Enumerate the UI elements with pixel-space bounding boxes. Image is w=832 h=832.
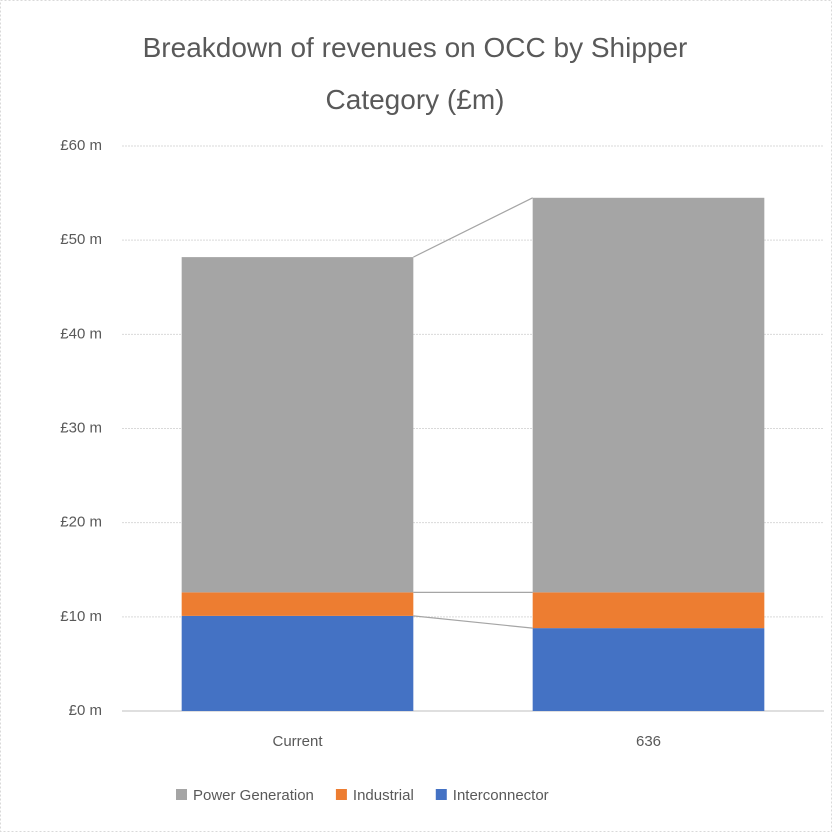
- y-tick-label: £60 m: [60, 137, 102, 154]
- chart-title: Breakdown of revenues on OCC by Shipper …: [142, 32, 688, 115]
- bar-segment: [181, 592, 414, 616]
- legend-swatch: [176, 789, 187, 800]
- legend-label: Power Generation: [193, 787, 314, 804]
- bar-segment: [181, 257, 414, 593]
- series-line: [413, 197, 533, 258]
- y-tick-label: £10 m: [60, 608, 102, 625]
- bar-segment: [181, 615, 414, 711]
- legend-label: Interconnector: [453, 787, 549, 804]
- bar-segment: [532, 197, 765, 593]
- y-tick-label: £0 m: [69, 702, 102, 719]
- bar-segment: [532, 592, 765, 629]
- x-tick-label: Current: [272, 733, 323, 750]
- legend-swatch: [435, 789, 447, 800]
- y-tick-label: £20 m: [60, 514, 102, 531]
- y-tick-label: £30 m: [60, 419, 102, 436]
- bar-segment: [532, 628, 765, 711]
- y-tick-label: £40 m: [60, 325, 102, 342]
- x-tick-label: 636: [636, 733, 661, 750]
- legend-swatch: [335, 789, 347, 800]
- y-tick-label: £50 m: [60, 231, 102, 248]
- legend-label: Industrial: [353, 787, 414, 804]
- series-line: [413, 615, 533, 629]
